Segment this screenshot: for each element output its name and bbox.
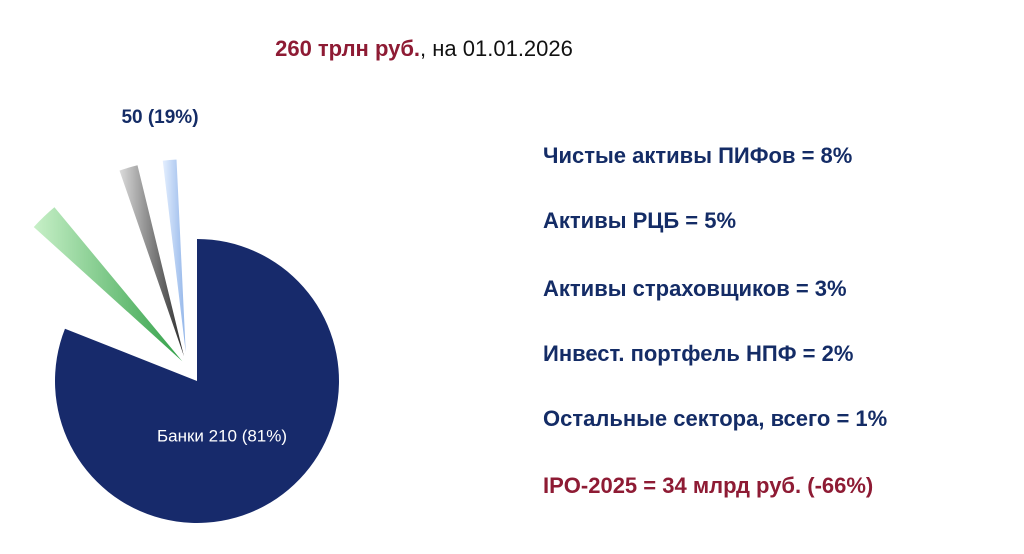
note-item: Активы страховщиков = 3%: [543, 276, 847, 301]
slice-part: [32, 205, 188, 367]
slice-label: Банки 210 (81%): [157, 426, 287, 445]
title-bold: 260 трлн руб.: [275, 36, 420, 61]
note-item: Остальные сектора, всего = 1%: [543, 406, 887, 431]
note-item: Чистые активы ПИФов = 8%: [543, 143, 852, 168]
pie-slice: [54, 239, 339, 523]
note-item: IPO-2025 = 34 млрд руб. (-66%): [543, 473, 873, 498]
slice-part: [118, 164, 188, 367]
title-rest: , на 01.01.2026: [420, 36, 573, 61]
note-item: Активы РЦБ = 5%: [543, 208, 736, 233]
slice-label: 50 (19%): [121, 107, 198, 128]
chart-title: 260 трлн руб., на 01.01.2026: [275, 36, 573, 61]
slice-part: [161, 158, 188, 367]
note-item: Инвест. портфель НПФ = 2%: [543, 341, 853, 366]
pie-slice-exploded: [32, 158, 188, 367]
